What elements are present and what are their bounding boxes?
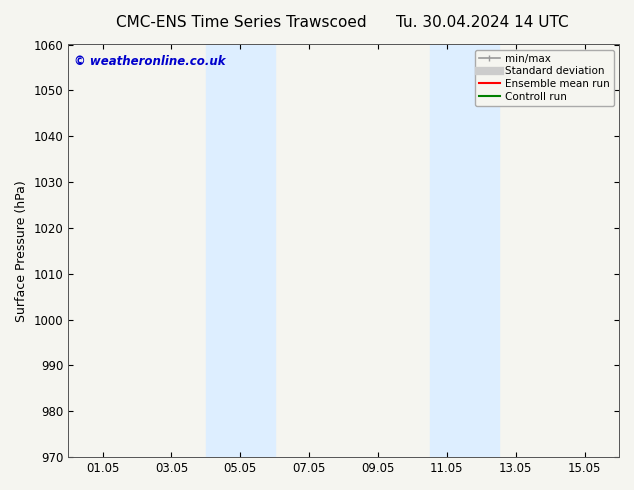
Y-axis label: Surface Pressure (hPa): Surface Pressure (hPa) [15,180,28,322]
Bar [430,45,498,457]
Text: CMC-ENS Time Series Trawscoed: CMC-ENS Time Series Trawscoed [115,15,366,30]
Legend: min/max, Standard deviation, Ensemble mean run, Controll run: min/max, Standard deviation, Ensemble me… [475,49,614,106]
Text: Tu. 30.04.2024 14 UTC: Tu. 30.04.2024 14 UTC [396,15,568,30]
Bar [206,45,275,457]
Text: © weatheronline.co.uk: © weatheronline.co.uk [74,55,225,68]
